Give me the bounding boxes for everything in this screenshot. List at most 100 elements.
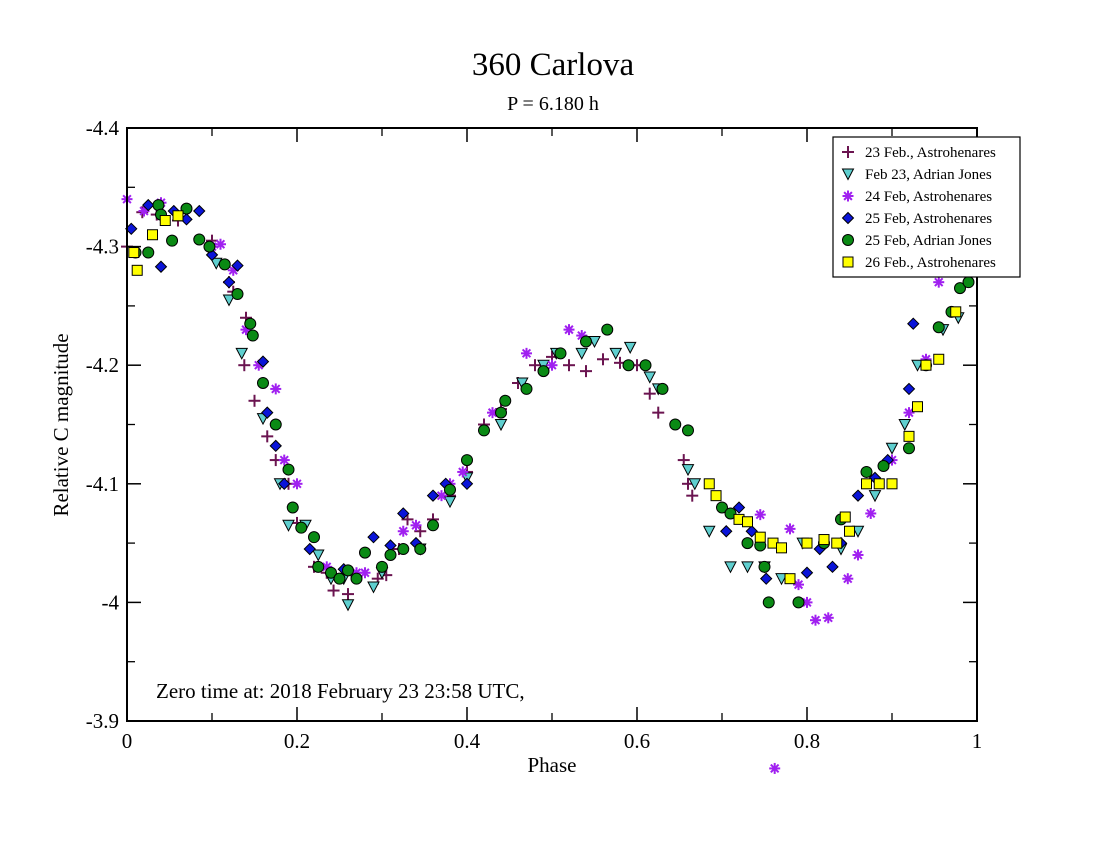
- data-point: [231, 259, 244, 272]
- data-point: [367, 530, 380, 544]
- data-point: [885, 442, 899, 455]
- data-point: [851, 525, 865, 538]
- data-point: [801, 537, 813, 549]
- data-point: [235, 347, 249, 360]
- data-point: [325, 566, 337, 579]
- data-point: [238, 359, 251, 372]
- data-point: [203, 240, 216, 253]
- data-point: [950, 306, 962, 318]
- series-1: [121, 206, 699, 601]
- data-point: [932, 321, 945, 334]
- legend-marker: [842, 234, 854, 246]
- data-point: [384, 548, 397, 561]
- y-tick-label: -4.4: [86, 116, 120, 140]
- data-point: [269, 418, 282, 431]
- data-point: [269, 439, 282, 453]
- data-point: [350, 572, 363, 585]
- series-4: [125, 198, 945, 585]
- data-point: [792, 596, 805, 609]
- data-point: [822, 612, 834, 624]
- data-point: [166, 234, 179, 247]
- data-point: [810, 614, 821, 626]
- data-point: [758, 560, 771, 573]
- data-point: [142, 246, 155, 259]
- data-point: [868, 490, 882, 503]
- data-point: [741, 537, 754, 550]
- data-point: [193, 233, 206, 246]
- data-point: [818, 534, 830, 546]
- data-point: [499, 394, 512, 407]
- data-point: [427, 519, 439, 532]
- data-point: [656, 382, 669, 395]
- data-point: [367, 581, 380, 594]
- data-point: [521, 347, 532, 359]
- data-point: [741, 561, 754, 574]
- data-point: [643, 387, 656, 400]
- data-point: [376, 560, 388, 573]
- data-point: [933, 353, 945, 365]
- data-point: [865, 507, 877, 519]
- data-point: [257, 376, 269, 389]
- data-point: [793, 579, 804, 591]
- data-point: [397, 525, 409, 537]
- data-point: [742, 516, 753, 528]
- zero-time-annotation: Zero time at: 2018 February 23 23:58 UTC…: [156, 679, 525, 703]
- data-point: [681, 464, 695, 477]
- legend-marker: [842, 256, 854, 268]
- data-point: [575, 347, 589, 360]
- legend-label: 26 Feb., Astrohenares: [865, 255, 996, 271]
- data-point: [775, 573, 788, 586]
- data-point: [342, 564, 354, 577]
- data-point: [682, 424, 694, 437]
- series-6: [128, 210, 962, 585]
- data-point: [529, 359, 541, 372]
- data-point: [609, 347, 623, 360]
- data-point: [222, 275, 236, 289]
- data-point: [333, 572, 346, 585]
- data-point: [954, 282, 966, 295]
- legend-entry: 24 Feb, Astrohenares: [842, 189, 992, 205]
- data-point: [639, 359, 652, 372]
- data-point: [444, 483, 456, 496]
- data-point: [852, 549, 864, 561]
- data-point: [623, 341, 637, 354]
- data-point: [520, 382, 533, 395]
- data-point: [410, 519, 422, 531]
- data-point: [159, 215, 171, 227]
- data-point: [851, 489, 865, 502]
- ticks-layer: 0 0.2 0.4 0.6 0.8 1 -4.4 -4.3 -4.2 -4.1 -4 -3.9: [86, 116, 983, 753]
- data-point: [494, 419, 508, 432]
- data-point: [686, 489, 699, 502]
- data-point: [244, 317, 257, 330]
- data-point: [643, 371, 657, 384]
- x-axis-label: Phase: [528, 753, 577, 777]
- x-tick-label: 0.2: [284, 729, 310, 753]
- data-point: [286, 501, 299, 514]
- y-axis-label: Relative C magnitude: [49, 333, 73, 516]
- data-point: [754, 509, 766, 521]
- data-point: [724, 507, 737, 520]
- chart-subtitle: P = 6.180 h: [507, 93, 599, 115]
- data-point: [282, 519, 295, 532]
- data-point: [261, 430, 274, 443]
- legend-label: 24 Feb, Astrohenares: [865, 189, 992, 205]
- data-point: [710, 490, 722, 502]
- x-tick-label: 0: [122, 729, 133, 753]
- data-point: [720, 525, 733, 538]
- data-point: [193, 204, 206, 218]
- data-point: [128, 247, 140, 259]
- data-point: [537, 365, 550, 378]
- data-point: [652, 406, 665, 419]
- legend: 23 Feb., Astrohenares Feb 23, Adrian Jone…: [832, 136, 1021, 278]
- data-point: [142, 198, 155, 212]
- data-point: [215, 238, 226, 250]
- data-point: [724, 561, 737, 574]
- data-point: [784, 573, 796, 585]
- data-point: [622, 359, 635, 372]
- data-point: [776, 542, 787, 554]
- data-point: [886, 478, 898, 490]
- data-point: [303, 542, 316, 556]
- data-point: [563, 324, 575, 336]
- data-point: [461, 454, 473, 467]
